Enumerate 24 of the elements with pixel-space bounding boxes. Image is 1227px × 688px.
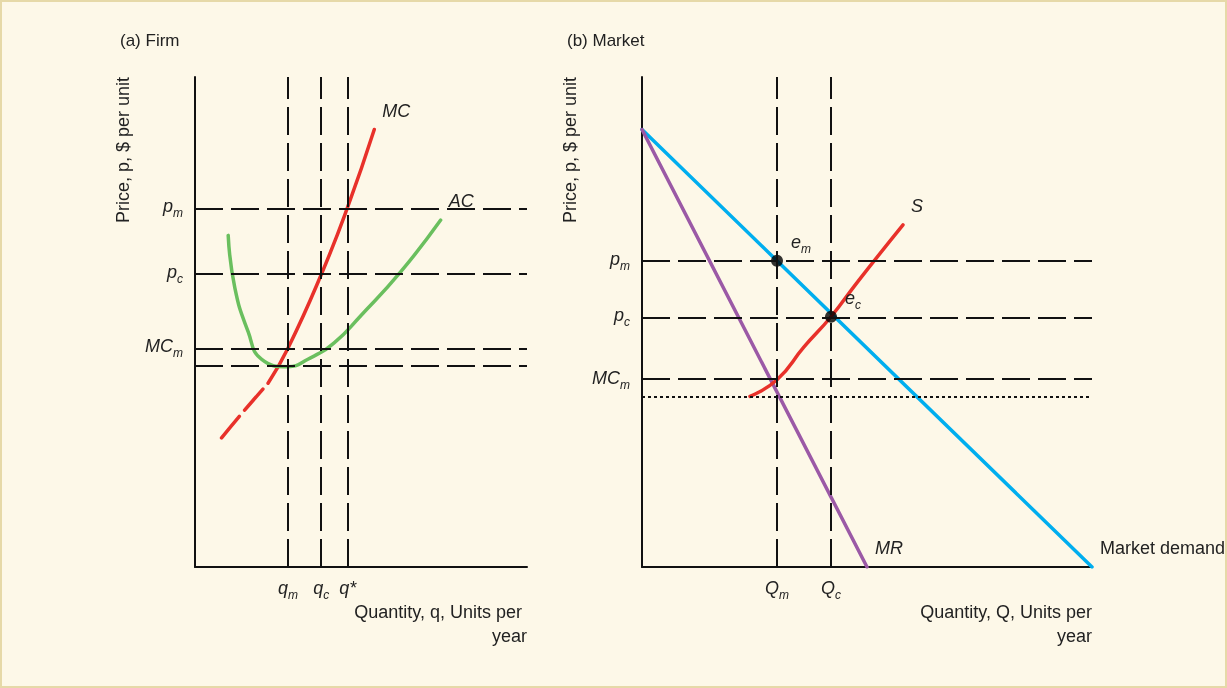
series-label: AC	[448, 191, 474, 212]
series-label: e$_{m}$	[791, 231, 812, 256]
ref-line-label: p$_{c}$	[614, 304, 631, 329]
series-label: MC	[382, 100, 411, 121]
x-tick-label: q$_{m}$	[277, 578, 298, 602]
series-label: e$_{c}$	[845, 287, 862, 312]
x-tick-label: q*	[339, 578, 357, 598]
x-tick-label: q$_{c}$	[313, 578, 330, 602]
ref-line-label: p$_{c}$	[167, 261, 184, 286]
series-label: MR	[875, 538, 903, 558]
y-axis-title: Price, p, $ per unit	[560, 77, 580, 224]
x-axis-title: Quantity, q, Units per year	[354, 602, 528, 646]
x-axis-title: Quantity, Q, Units per year	[920, 602, 1092, 646]
chart-title: (b) Market	[567, 31, 645, 50]
x-tick-label: Q$_{c}$	[821, 578, 842, 602]
y-axis-title: Price, p, $ per unit	[113, 77, 133, 224]
ref-line-label: MC$_{m}$	[145, 336, 183, 360]
ref-line-label: p$_{m}$	[610, 248, 631, 273]
chart-title: (a) Firm	[120, 31, 180, 50]
series-label: Market demand	[1100, 538, 1226, 558]
ref-line-label: p$_{m}$	[163, 196, 184, 220]
series-label: S	[911, 195, 924, 216]
x-tick-label: Q$_{m}$	[765, 578, 790, 602]
ref-line-label: MC$_{m}$	[592, 367, 630, 392]
